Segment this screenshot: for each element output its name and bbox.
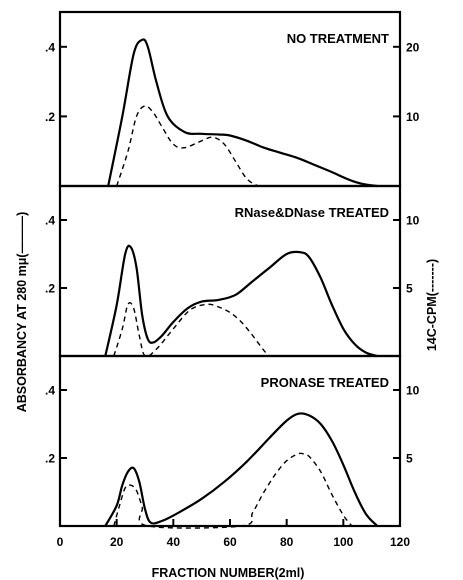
- x-tick-label: 80: [280, 535, 294, 549]
- y-right-tick-label: 5: [406, 282, 413, 296]
- y-left-tick-label: .2: [45, 282, 55, 296]
- y-right-tick-label: 10: [406, 214, 420, 228]
- y-right-tick-label: 5: [406, 452, 413, 466]
- x-tick-label: 40: [167, 535, 181, 549]
- absorbance-line: [104, 244, 378, 358]
- y-axis-left-label: ABSORBANCY AT 280 mμ(———): [15, 212, 29, 413]
- x-tick-label: 20: [110, 535, 124, 549]
- x-axis: 0 20 40 60 80 100 120: [57, 519, 410, 549]
- y-right-tick-label: 10: [406, 110, 420, 124]
- panel-3: PRONASE TREATED .4 .2 10 5: [45, 354, 420, 529]
- absorbance-line: [104, 412, 379, 527]
- y-axis-right-label: 14C-CPM(-------): [425, 259, 439, 351]
- y-left-tick-label: .4: [45, 384, 55, 398]
- x-axis-label: FRACTION NUMBER(2ml): [152, 566, 305, 580]
- panels-group: NO TREATMENT .4 .2 20 10 RNase&DNase TREATED.…: [45, 10, 420, 529]
- x-tick-label: 120: [390, 535, 410, 549]
- y-left-tick-label: .4: [45, 40, 55, 54]
- x-tick-label: 0: [57, 535, 64, 549]
- y-left-tick-label: .2: [45, 452, 55, 466]
- x-tick-label: 60: [223, 535, 237, 549]
- y-left-tick-label: .2: [45, 110, 55, 124]
- cpm-line: [113, 302, 271, 358]
- panel-2: RNase&DNase TREATED .4 .2 10 5: [45, 184, 420, 358]
- panel-1: NO TREATMENT .4 .2 20 10: [45, 10, 420, 188]
- cpm-line: [116, 105, 259, 187]
- panel-title: NO TREATMENT: [287, 31, 389, 46]
- panel-title: PRONASE TREATED: [261, 375, 389, 390]
- panel-title: RNase&DNase TREATED: [235, 205, 389, 220]
- y-left-tick-label: .4: [45, 214, 55, 228]
- cpm-line: [113, 452, 353, 529]
- y-right-tick-label: 20: [406, 40, 420, 54]
- absorbance-line: [107, 38, 378, 188]
- x-tick-label: 100: [333, 535, 353, 549]
- y-right-tick-label: 10: [406, 384, 420, 398]
